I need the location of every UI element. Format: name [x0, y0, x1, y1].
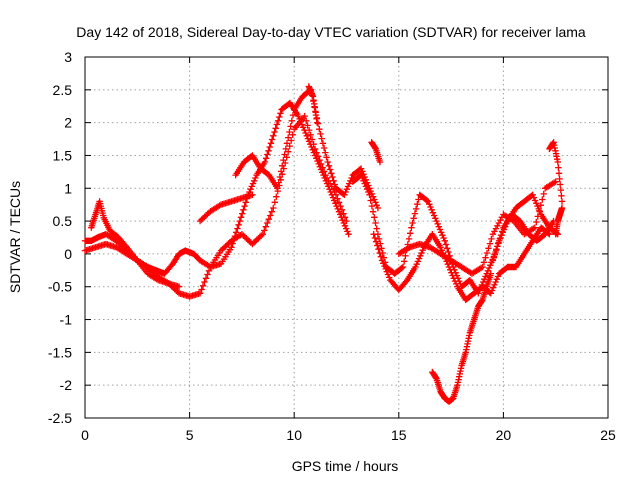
- y-tick-label: -1: [60, 312, 73, 328]
- x-tick-label: 25: [600, 427, 616, 443]
- x-axis-label: GPS time / hours: [292, 458, 399, 474]
- y-tick-label: -0.5: [48, 279, 72, 295]
- data-segment: [232, 86, 382, 212]
- y-ticks: -2.5 -2 -1.5 -1 -0.5 0 0.5 1 1.5 2 2.5 3: [48, 49, 608, 426]
- data-segment: [368, 139, 384, 166]
- data-points: [196, 191, 256, 225]
- data-segment: [552, 204, 566, 238]
- y-axis-label: SDTVAR / TECUs: [7, 181, 23, 293]
- data-segment: [489, 191, 561, 264]
- x-tick-label: 5: [186, 427, 194, 443]
- x-tick-label: 10: [286, 427, 302, 443]
- y-tick-label: 1: [64, 180, 72, 196]
- x-tick-label: 20: [496, 427, 512, 443]
- data-segment: [429, 270, 494, 405]
- y-tick-label: 3: [64, 49, 72, 65]
- y-tick-label: -2.5: [48, 410, 72, 426]
- y-tick-label: 0: [64, 246, 72, 262]
- y-tick-label: 0.5: [53, 213, 73, 229]
- y-tick-label: -2: [60, 377, 73, 393]
- chart-title: Day 142 of 2018, Sidereal Day-to-day VTE…: [76, 24, 586, 40]
- plot-frame: [84, 56, 609, 419]
- data-segment: [305, 83, 321, 126]
- data-points: [370, 224, 553, 304]
- data-segment: [546, 139, 566, 205]
- data-points: [305, 83, 321, 126]
- y-tick-label: -1.5: [48, 344, 72, 360]
- data-points: [546, 139, 566, 205]
- data-points: [232, 86, 382, 212]
- data-points: [489, 191, 561, 264]
- data-segment: [88, 198, 183, 290]
- y-tick-label: 1.5: [53, 147, 73, 163]
- x-ticks: 0 5 10 15 20 25: [81, 57, 616, 443]
- data-points: [88, 198, 183, 290]
- data-points: [429, 270, 494, 405]
- data-points: [368, 139, 384, 166]
- x-tick-label: 0: [81, 427, 89, 443]
- x-tick-label: 15: [391, 427, 407, 443]
- y-tick-label: 2.5: [53, 82, 73, 98]
- y-tick-label: 2: [64, 115, 72, 131]
- data-segment: [370, 224, 553, 304]
- data-segment: [196, 191, 256, 225]
- data-series: [81, 83, 566, 405]
- data-points: [552, 204, 566, 238]
